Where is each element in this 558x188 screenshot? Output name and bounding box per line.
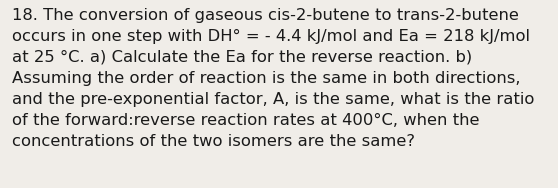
Text: 18. The conversion of gaseous cis-2-butene to trans-2-butene
occurs in one step : 18. The conversion of gaseous cis-2-bute…: [12, 8, 535, 149]
